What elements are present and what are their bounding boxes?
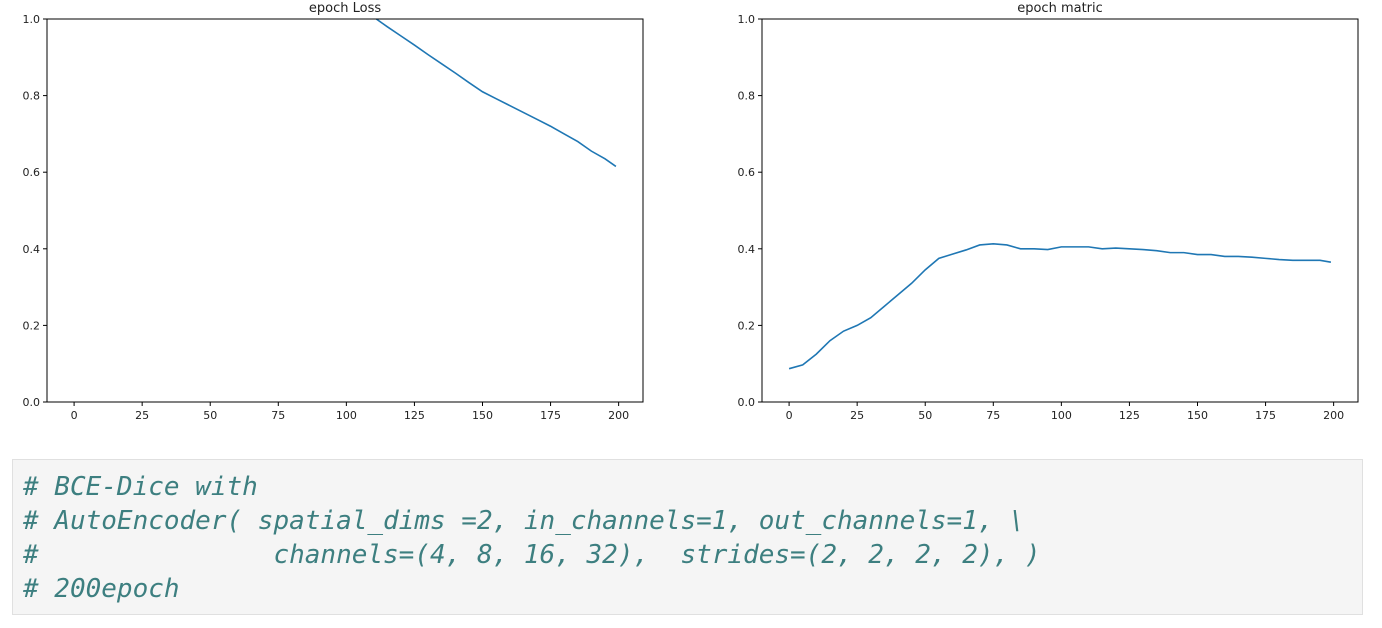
y-tick-label: 1.0 bbox=[23, 13, 41, 26]
y-tick-label: 0.4 bbox=[23, 243, 41, 256]
code-line: # channels=(4, 8, 16, 32), strides=(2, 2… bbox=[23, 540, 1041, 570]
x-tick-label: 75 bbox=[986, 409, 1000, 422]
code-line: # BCE-Dice with bbox=[23, 472, 258, 502]
x-tick-label: 150 bbox=[472, 409, 493, 422]
chart-title: epoch matric bbox=[1017, 1, 1103, 16]
y-tick-label: 0.0 bbox=[23, 396, 41, 409]
axes-frame bbox=[46, 18, 644, 403]
x-tick-label: 50 bbox=[203, 409, 217, 422]
y-tick-label: 0.8 bbox=[738, 90, 756, 103]
code-line: # AutoEncoder( spatial_dims =2, in_chann… bbox=[23, 506, 1025, 536]
y-tick-label: 0.6 bbox=[738, 166, 756, 179]
data-line bbox=[788, 243, 1332, 370]
y-tick-label: 0.4 bbox=[738, 243, 756, 256]
x-tick-label: 175 bbox=[1255, 409, 1276, 422]
y-tick-label: 0.2 bbox=[738, 319, 756, 332]
y-tick-label: 0.2 bbox=[23, 319, 41, 332]
x-tick-label: 200 bbox=[1323, 409, 1344, 422]
charts: epoch Loss 0.0 0.2 0.4 0.6 0.8 1.0 0 25 50 75 100 12… bbox=[23, 1, 1359, 422]
x-tick-label: 100 bbox=[1051, 409, 1072, 422]
x-tick-label: 0 bbox=[71, 409, 78, 422]
y-tick-label: 1.0 bbox=[738, 13, 756, 26]
code-cell: # BCE-Dice with # AutoEncoder( spatial_d… bbox=[12, 459, 1363, 615]
x-tick-label: 0 bbox=[786, 409, 793, 422]
code-line: # 200epoch bbox=[23, 574, 180, 604]
x-tick-label: 200 bbox=[608, 409, 629, 422]
axes-frame bbox=[761, 18, 1359, 403]
x-tick-label: 25 bbox=[135, 409, 149, 422]
x-tick-label: 175 bbox=[540, 409, 561, 422]
y-tick-label: 0.8 bbox=[23, 90, 41, 103]
x-tick-label: 100 bbox=[336, 409, 357, 422]
chart-title: epoch Loss bbox=[309, 1, 381, 16]
data-line bbox=[375, 18, 617, 168]
x-tick-label: 50 bbox=[918, 409, 932, 422]
x-tick-label: 125 bbox=[404, 409, 425, 422]
x-tick-label: 150 bbox=[1187, 409, 1208, 422]
x-tick-label: 125 bbox=[1119, 409, 1140, 422]
x-tick-label: 75 bbox=[271, 409, 285, 422]
y-tick-label: 0.0 bbox=[738, 396, 756, 409]
y-tick-label: 0.6 bbox=[23, 166, 41, 179]
x-tick-label: 25 bbox=[850, 409, 864, 422]
